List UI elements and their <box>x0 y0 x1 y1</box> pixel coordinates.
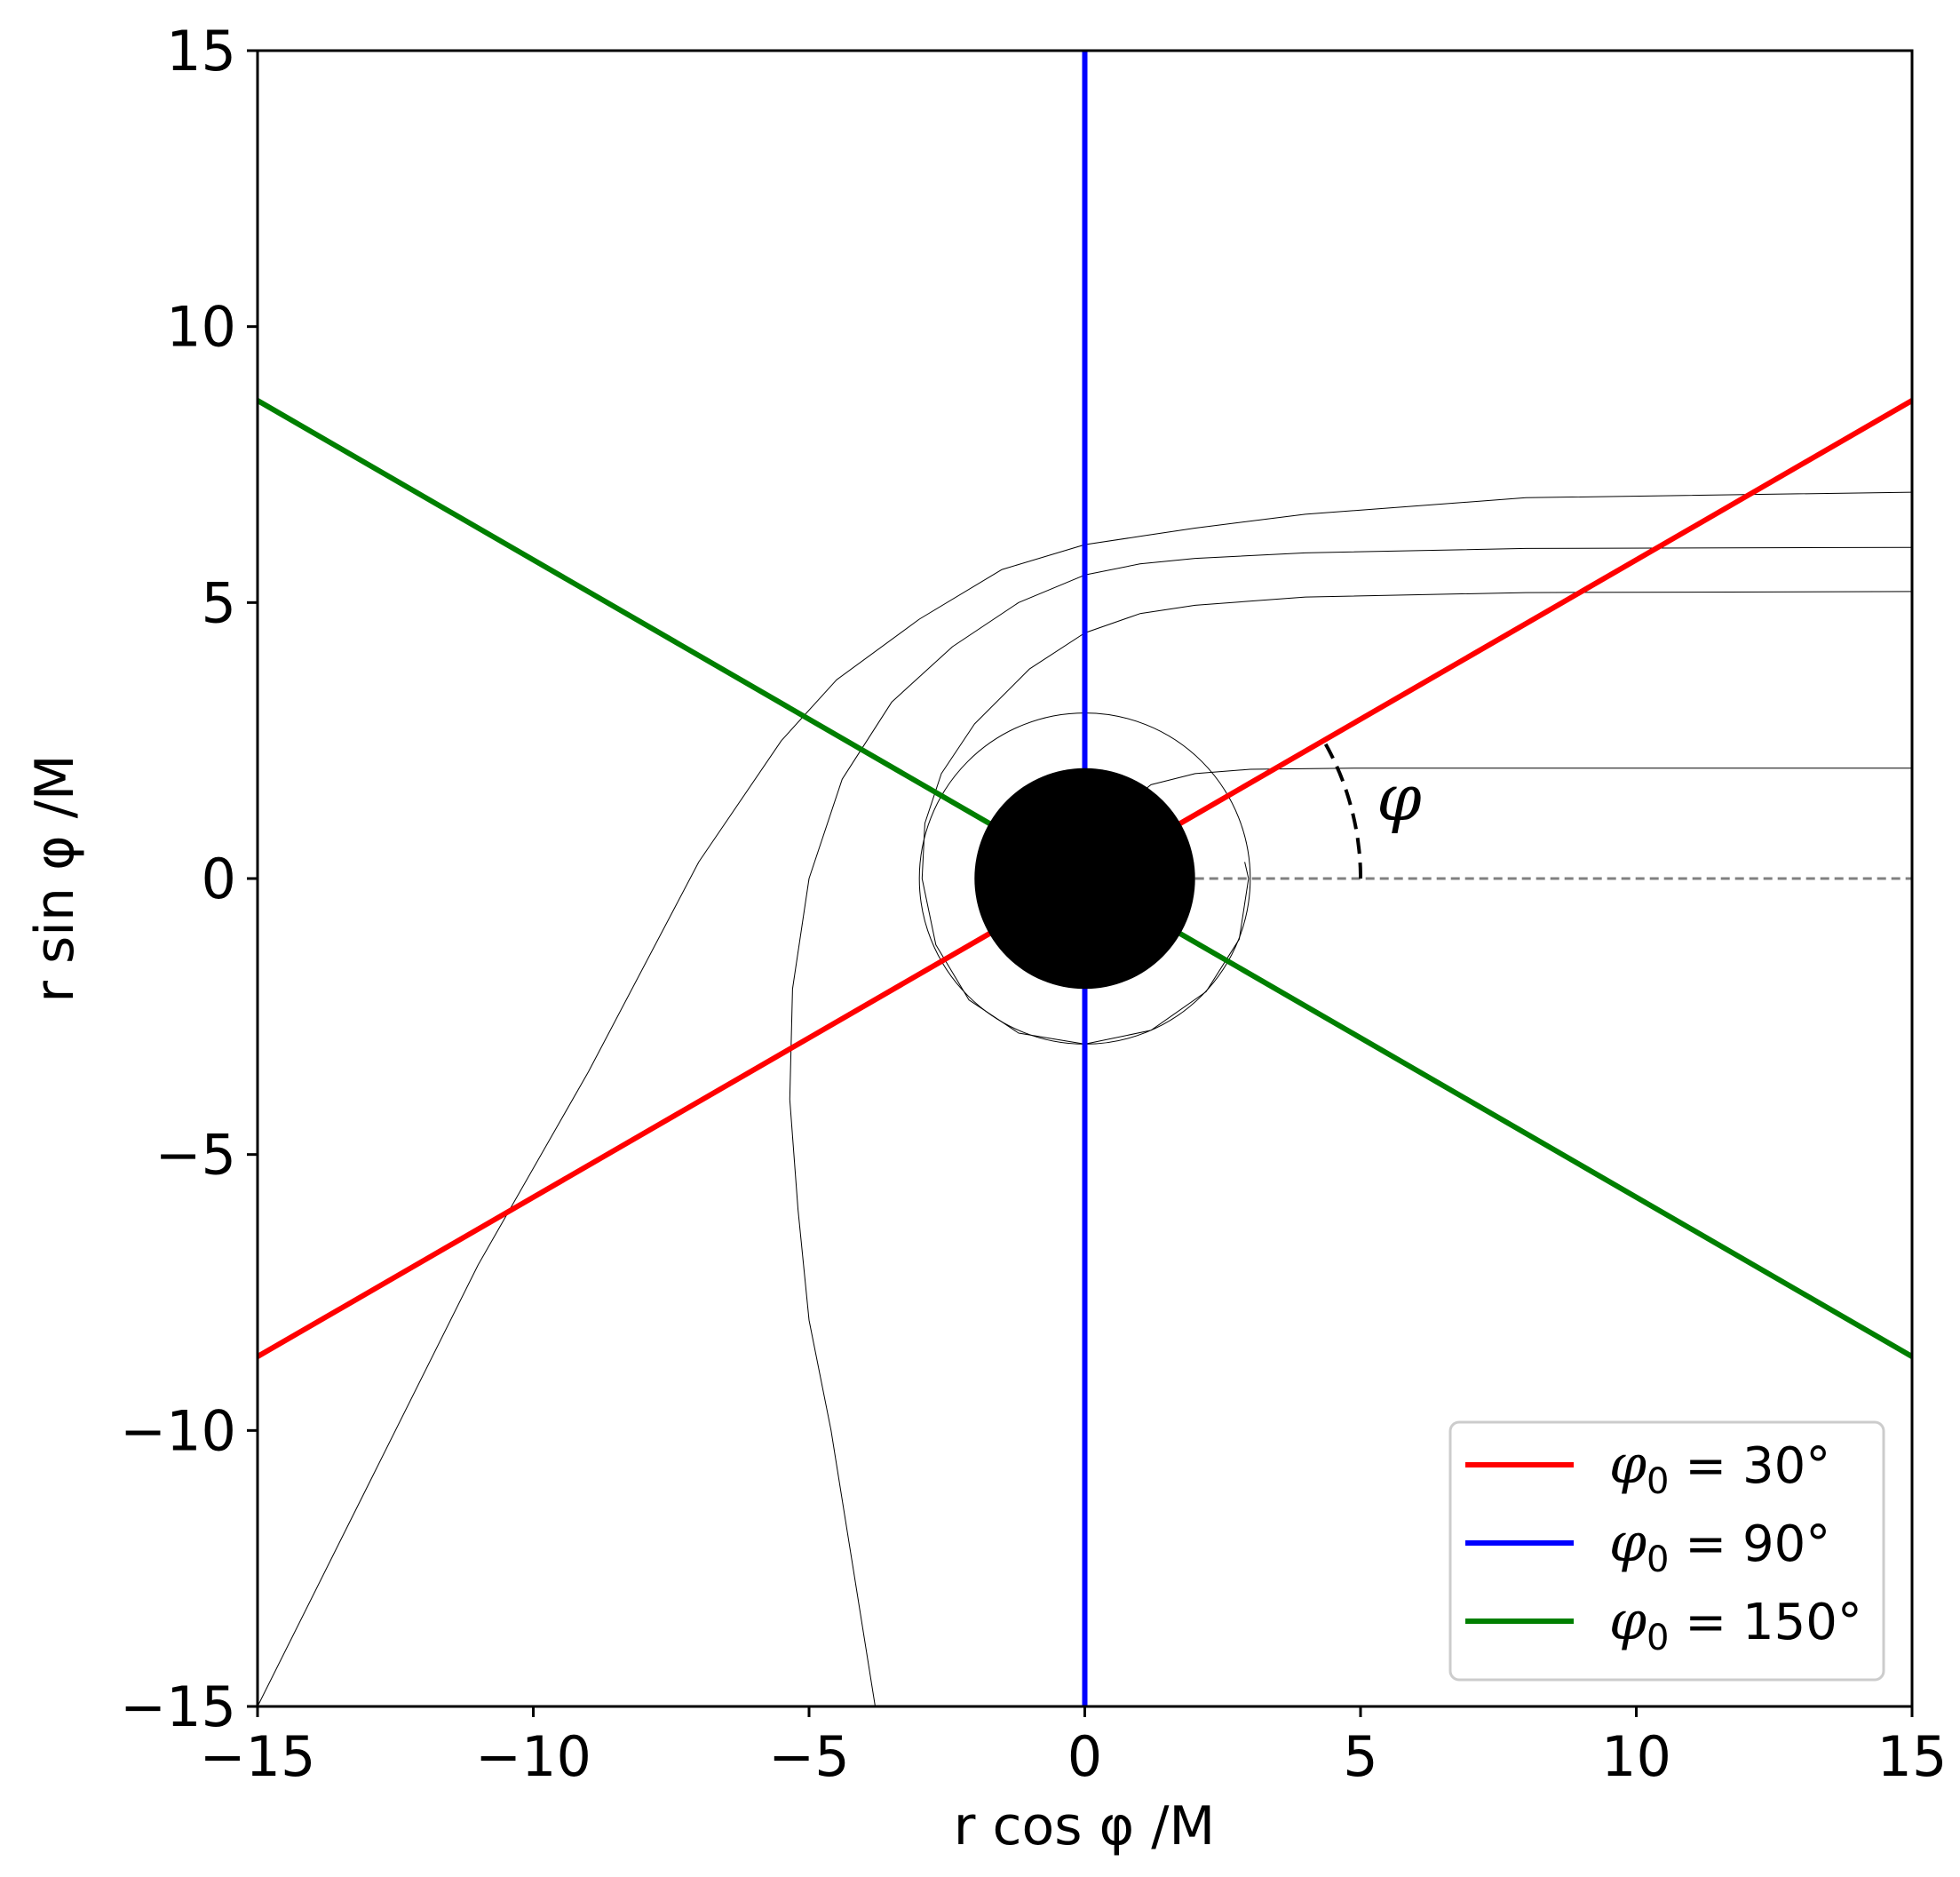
angle-annotation-1: φ <box>1377 760 1422 835</box>
y-axis-label: r sin φ /M <box>24 754 86 1002</box>
x-axis: −15 −10 −5 0 5 10 15 <box>200 1706 1948 1789</box>
legend-label-3: φ0 = 150° <box>1609 1590 1862 1658</box>
x-tick-label-5: 5 <box>1343 1724 1377 1789</box>
geodesic-curve-2 <box>789 546 1912 1706</box>
y-tick-label-6: 10 <box>166 295 236 360</box>
y-tick-label-1: −15 <box>120 1674 236 1739</box>
y-tick-label-3: −5 <box>155 1123 236 1188</box>
x-tick-label-4: 0 <box>1067 1724 1102 1789</box>
y-tick-label-4: 0 <box>202 847 236 911</box>
x-tick-label-3: −5 <box>768 1724 849 1789</box>
y-tick-label-7: 15 <box>166 19 236 84</box>
x-tick-label-7: 15 <box>1877 1724 1948 1789</box>
y-axis: −15 −10 −5 0 5 10 15 <box>120 19 258 1739</box>
x-tick-label-2: −10 <box>475 1724 591 1789</box>
geodesic-curve-3 <box>921 591 1912 1045</box>
legend-label-2: φ0 = 90° <box>1609 1512 1830 1580</box>
plot-area: φ <box>258 51 1912 1706</box>
legend-box <box>1448 1420 1885 1682</box>
x-axis-label: r cos φ /M <box>954 1795 1215 1857</box>
x-tick-label-6: 10 <box>1601 1724 1671 1789</box>
geodesic-curve-1 <box>258 491 1912 1706</box>
x-tick-label-1: −15 <box>200 1724 316 1789</box>
legend-label-1: φ0 = 30° <box>1609 1434 1830 1502</box>
geodesic-curve-4 <box>1123 768 1912 807</box>
y-tick-label-2: −10 <box>120 1398 236 1463</box>
y-tick-label-5: 5 <box>202 570 236 635</box>
legend: φ0 = 30° φ0 = 90° φ0 = 150° <box>1448 1420 1885 1682</box>
event-horizon-disk <box>974 768 1195 990</box>
